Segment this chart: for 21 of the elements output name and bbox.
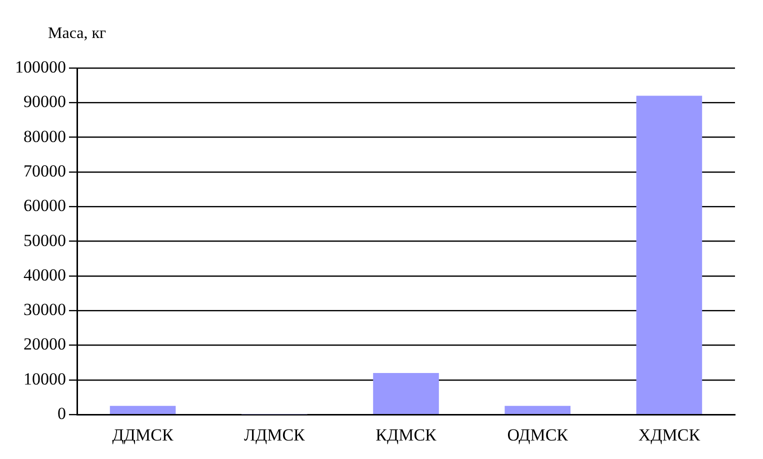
x-tick-label: ЛДМСК <box>244 425 306 444</box>
y-tick-label: 0 <box>58 404 66 424</box>
x-tick-label: ХДМСК <box>638 425 701 444</box>
y-tick-label: 50000 <box>24 230 66 250</box>
x-tick-label: ДДМСК <box>112 425 174 444</box>
bar <box>373 373 439 414</box>
y-axis-title: Маса, кг <box>48 25 106 42</box>
y-tick-label: 60000 <box>24 196 66 216</box>
y-tick-label: 20000 <box>24 334 66 354</box>
y-tick-label: 90000 <box>24 92 66 112</box>
bar <box>504 406 570 414</box>
y-tick-label: 70000 <box>24 161 66 180</box>
x-tick-label: ОДМСК <box>507 425 569 444</box>
y-tick-label: 10000 <box>24 369 66 388</box>
bar <box>110 406 176 414</box>
y-tick-label: 80000 <box>24 126 66 146</box>
x-tick-label: КДМСК <box>376 425 438 444</box>
y-tick-label: 100000 <box>15 57 66 76</box>
y-tick-label: 40000 <box>24 265 66 284</box>
bar <box>636 96 702 414</box>
y-tick-label: 30000 <box>24 300 66 320</box>
